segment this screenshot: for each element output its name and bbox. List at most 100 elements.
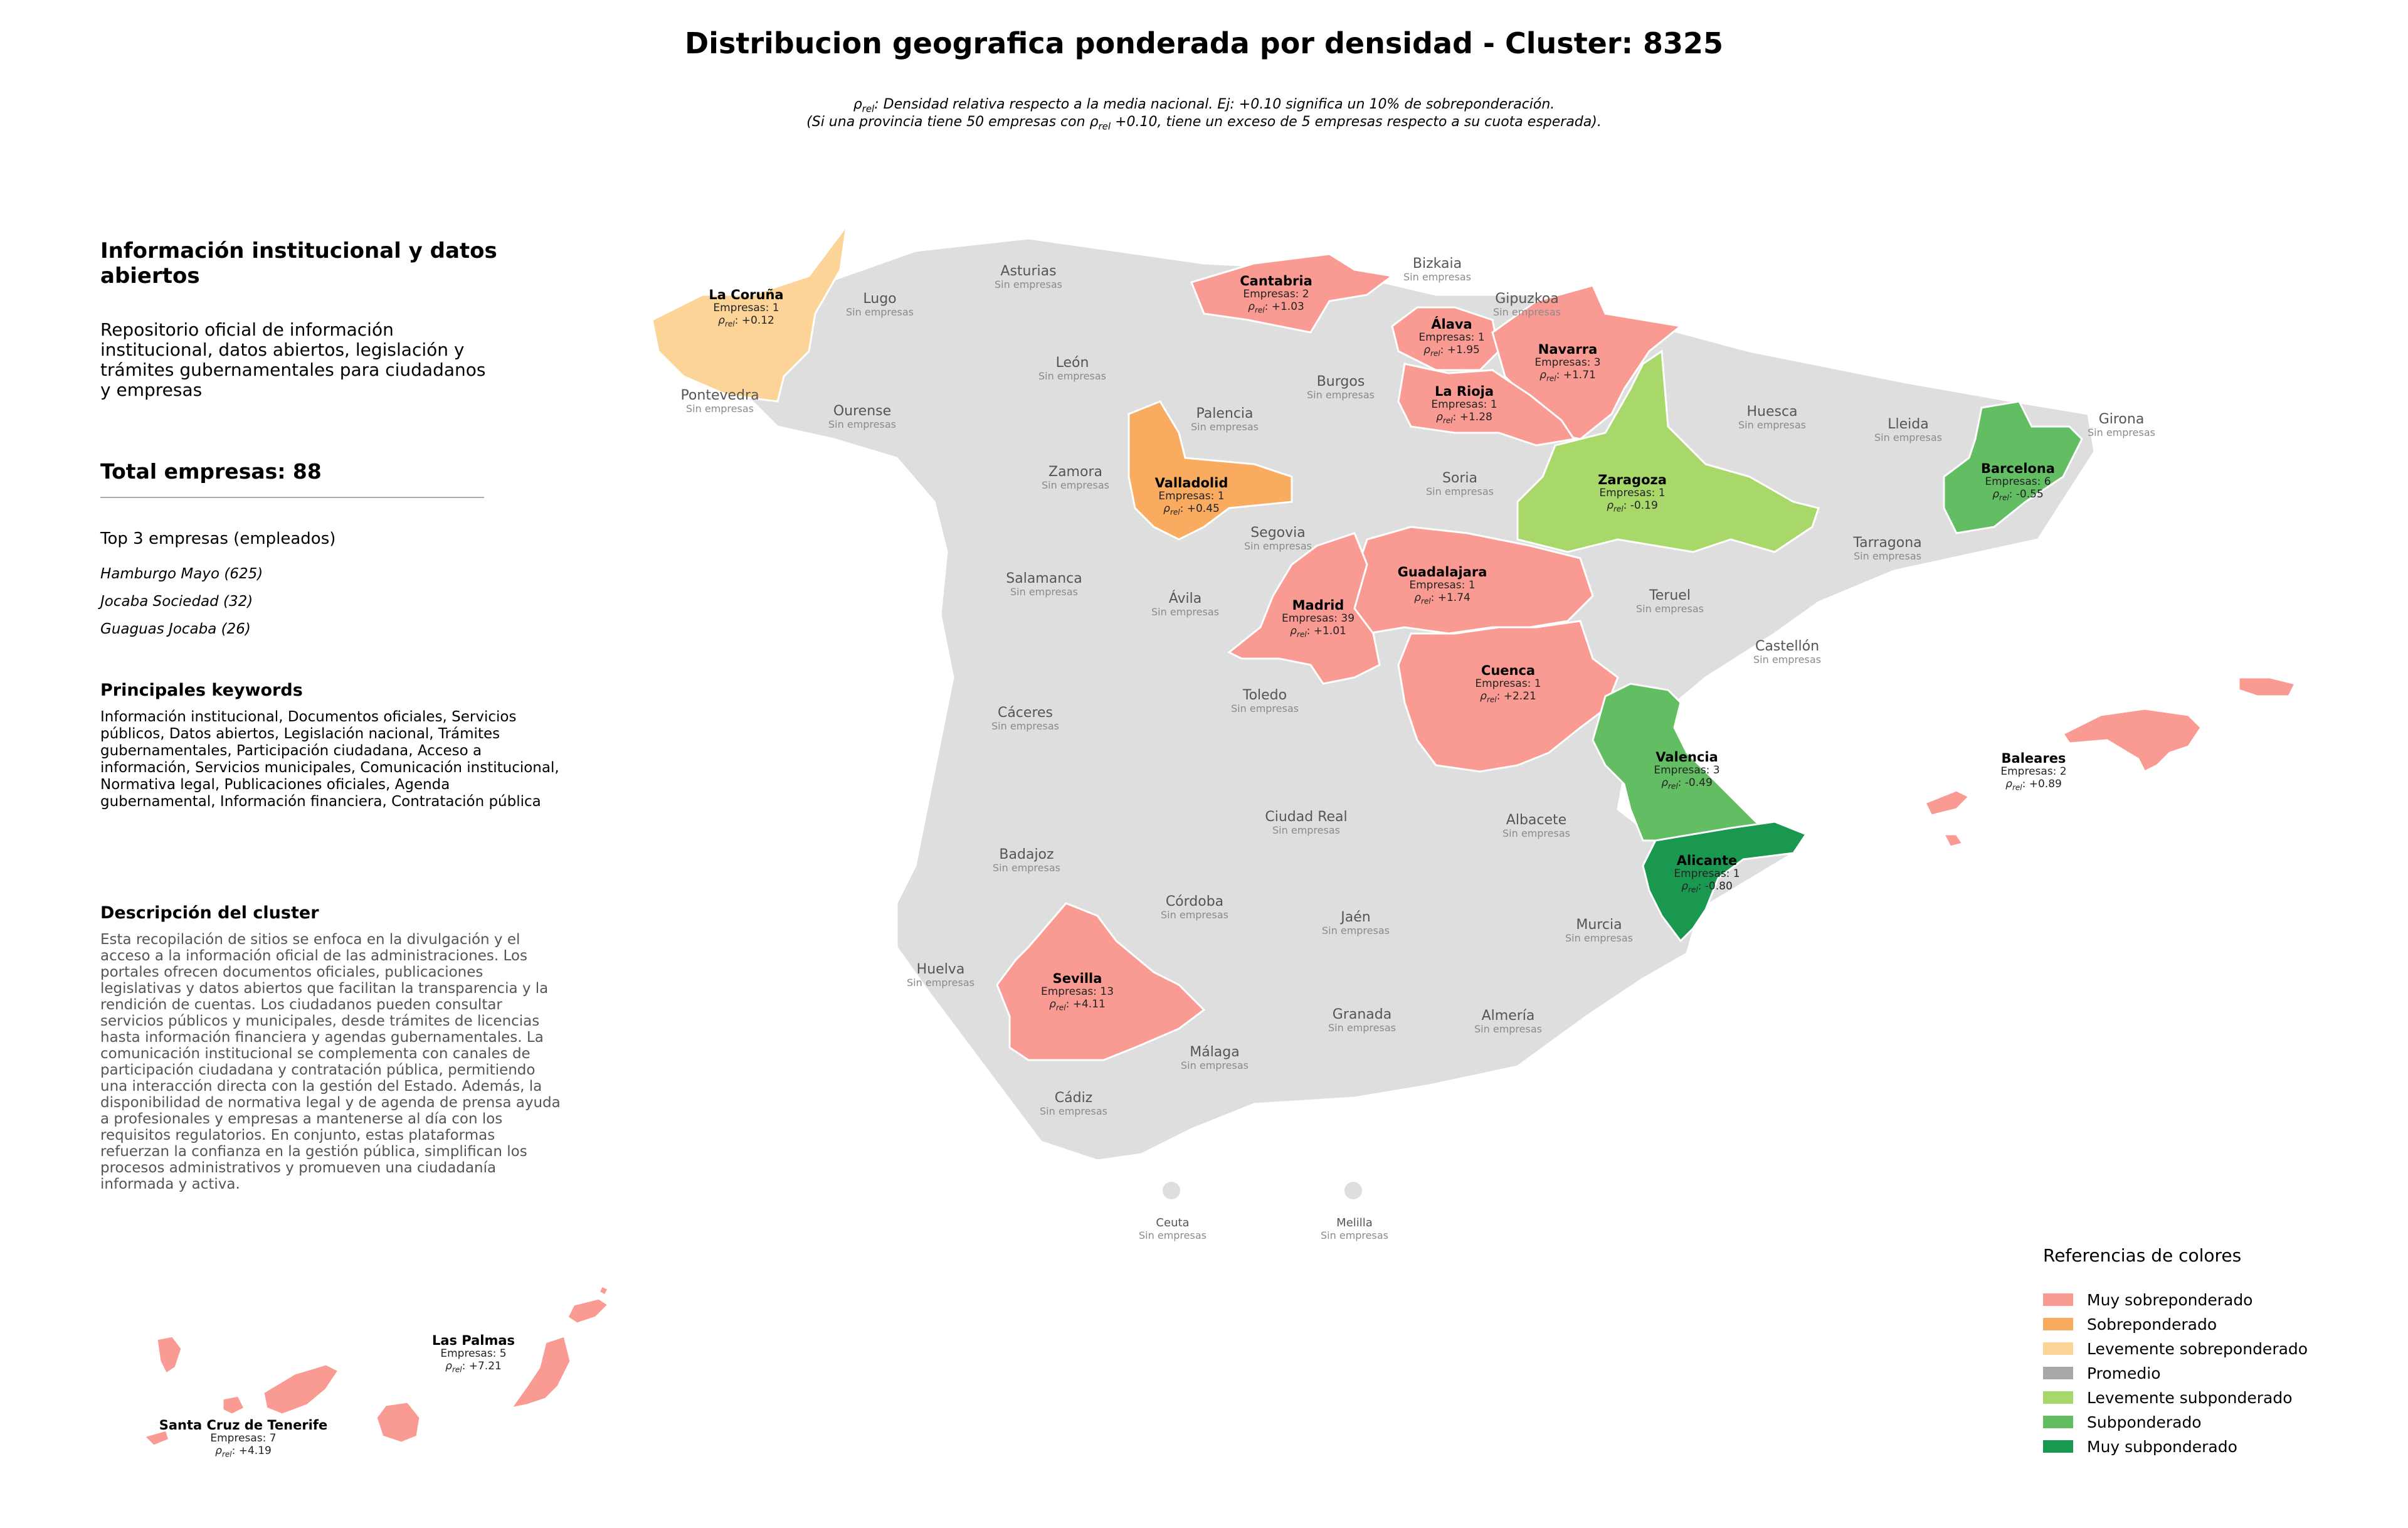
- legend-label: Promedio: [2087, 1364, 2161, 1382]
- province-label-avila: Ávila Sin empresas: [1151, 591, 1219, 618]
- province-label-leon: León Sin empresas: [1038, 355, 1106, 383]
- legend-swatch: [2043, 1318, 2073, 1330]
- legend-item: Levemente sobreponderado: [2043, 1339, 2308, 1358]
- province-label-murcia: Murcia Sin empresas: [1565, 917, 1633, 945]
- province-shape-sevilla: [996, 902, 1206, 1061]
- province-label-melilla: Melilla Sin empresas: [1321, 1216, 1388, 1241]
- province-label-ourense: Ourense Sin empresas: [828, 403, 896, 431]
- province-label-valencia: Valencia Empresas: 3 ρrel: -0.49: [1654, 750, 1720, 791]
- province-shape-madrid: [1227, 532, 1381, 685]
- sidebar-description: Repositorio oficial de información insti…: [100, 319, 486, 400]
- province-label-la-rioja: La Rioja Empresas: 1 ρrel: +1.28: [1431, 384, 1497, 425]
- legend-title: Referencias de colores: [2043, 1245, 2242, 1266]
- legend-item: Muy sobreponderado: [2043, 1290, 2252, 1309]
- legend-item: Muy subponderado: [2043, 1437, 2237, 1456]
- province-shape-cantabria: [1190, 253, 1395, 334]
- top-company-item: Hamburgo Mayo (625): [100, 566, 263, 582]
- province-label-asturias: Asturias Sin empresas: [995, 263, 1062, 291]
- legend-label: Sobreponderado: [2087, 1315, 2217, 1334]
- density-note-line-1: ρrel: Densidad relativa respecto a la me…: [853, 97, 1555, 115]
- top-company-item: Jocaba Sociedad (32): [100, 593, 253, 610]
- province-shape-alicante: [1642, 820, 1808, 943]
- province-label-navarra: Navarra Empresas: 3 ρrel: +1.71: [1534, 342, 1601, 383]
- legend-item: Sobreponderado: [2043, 1315, 2217, 1334]
- province-label-baleares: Baleares Empresas: 2 ρrel: +0.89: [2000, 751, 2067, 792]
- province-label-badajoz: Badajoz Sin empresas: [993, 847, 1060, 874]
- province-shape-la-rioja: [1397, 363, 1576, 447]
- province-shape-baleares-menorca: [2237, 676, 2297, 698]
- legend-label: Muy subponderado: [2087, 1437, 2237, 1456]
- province-label-zaragoza: Zaragoza Empresas: 1 ρrel: -0.19: [1598, 472, 1667, 514]
- province-label-gipuzkoa: Gipuzkoa Sin empresas: [1493, 291, 1561, 319]
- legend-swatch: [2043, 1416, 2073, 1428]
- keywords-text: Información institucional, Documentos of…: [100, 709, 559, 810]
- province-label-huelva: Huelva Sin empresas: [907, 962, 974, 989]
- province-label-cadiz: Cádiz Sin empresas: [1040, 1090, 1107, 1118]
- melilla-dot: [1344, 1182, 1362, 1199]
- province-label-salamanca: Salamanca Sin empresas: [1006, 571, 1082, 598]
- top-company-item: Guaguas Jocaba (26): [100, 621, 251, 637]
- map-title: Distribucion geografica ponderada por de…: [685, 26, 1723, 60]
- province-label-cordoba: Córdoba Sin empresas: [1161, 894, 1228, 921]
- province-label-sevilla: Sevilla Empresas: 13 ρrel: +4.11: [1040, 971, 1114, 1012]
- legend-label: Subponderado: [2087, 1413, 2202, 1431]
- province-label-albacete: Albacete Sin empresas: [1502, 812, 1570, 840]
- legend-item: Subponderado: [2043, 1413, 2202, 1431]
- province-label-tarragona: Tarragona Sin empresas: [1853, 535, 1922, 563]
- province-shape-las-palmas-fuerteventura: [509, 1335, 572, 1410]
- legend-label: Levemente sobreponderado: [2087, 1339, 2308, 1358]
- sidebar-title: Información institucional y datos abiert…: [100, 238, 497, 289]
- province-label-burgos: Burgos Sin empresas: [1307, 374, 1375, 401]
- province-label-jaen: Jaén Sin empresas: [1322, 910, 1390, 937]
- legend-label: Muy sobreponderado: [2087, 1290, 2253, 1309]
- legend-item: Levemente subponderado: [2043, 1388, 2293, 1407]
- province-label-santa-cruz-de-tenerife: Santa Cruz de Tenerife Empresas: 7 ρrel: +…: [159, 1418, 328, 1459]
- province-label-guadalajara: Guadalajara Empresas: 1 ρrel: +1.74: [1397, 565, 1487, 606]
- cluster-description-text: Esta recopilación de sitios se enfoca en…: [100, 931, 561, 1192]
- province-label-cuenca: Cuenca Empresas: 1 ρrel: +2.21: [1475, 663, 1541, 704]
- keywords-title: Principales keywords: [100, 681, 303, 700]
- province-label-barcelona: Barcelona Empresas: 6 ρrel: -0.55: [1981, 461, 2055, 502]
- province-label-valladolid: Valladolid Empresas: 1 ρrel: +0.45: [1154, 475, 1228, 517]
- province-shape-la-palma: [156, 1335, 183, 1376]
- province-label-zamora: Zamora Sin empresas: [1042, 464, 1109, 492]
- divider: [100, 497, 484, 498]
- province-label-caceres: Cáceres Sin empresas: [991, 705, 1059, 733]
- province-label-madrid: Madrid Empresas: 39 ρrel: +1.01: [1281, 598, 1355, 639]
- province-label-toledo: Toledo Sin empresas: [1231, 687, 1299, 715]
- province-label-segovia: Segovia Sin empresas: [1244, 525, 1312, 553]
- legend-swatch: [2043, 1440, 2073, 1453]
- province-label-las-palmas: Las Palmas Empresas: 5 ρrel: +7.21: [431, 1333, 515, 1374]
- legend-item: Promedio: [2043, 1364, 2161, 1382]
- total-companies: Total empresas: 88: [100, 459, 322, 484]
- province-label-la-coruna: La Coruña Empresas: 1 ρrel: +0.12: [709, 287, 784, 329]
- province-shape-baleares-mallorca: [2061, 708, 2202, 773]
- legend-label: Levemente subponderado: [2087, 1388, 2293, 1407]
- ceuta-dot: [1163, 1182, 1180, 1199]
- province-shape-el-hierro: [142, 1429, 171, 1447]
- density-note-line-2: (Si una provincia tiene 50 empresas con …: [806, 114, 1602, 132]
- province-label-ciudad-real: Ciudad Real Sin empresas: [1265, 809, 1348, 837]
- province-label-castellon: Castellón Sin empresas: [1753, 639, 1821, 666]
- province-shape-baleares-ibiza: [1923, 789, 1971, 848]
- province-shape-la-coruna: [651, 225, 848, 403]
- legend-swatch: [2043, 1367, 2073, 1379]
- province-label-teruel: Teruel Sin empresas: [1636, 588, 1704, 615]
- province-label-lugo: Lugo Sin empresas: [846, 291, 914, 319]
- province-label-lleida: Lleida Sin empresas: [1874, 416, 1942, 444]
- legend-swatch: [2043, 1293, 2073, 1306]
- province-label-cantabria: Cantabria Empresas: 2 ρrel: +1.03: [1240, 273, 1312, 315]
- province-label-soria: Soria Sin empresas: [1426, 470, 1494, 498]
- province-shape-las-palmas-lanzarote: [566, 1284, 610, 1325]
- province-shape-cuenca: [1397, 620, 1619, 773]
- province-shape-barcelona: [1943, 400, 2083, 534]
- province-label-pontevedra: Pontevedra Sin empresas: [680, 388, 759, 415]
- province-shape-las-palmas-gran-canaria: [375, 1401, 421, 1444]
- province-label-alava: Álava Empresas: 1 ρrel: +1.95: [1418, 317, 1485, 358]
- province-label-bizkaia: Bizkaia Sin empresas: [1403, 256, 1471, 284]
- province-shape-valladolid: [1127, 400, 1293, 541]
- province-label-granada: Granada Sin empresas: [1328, 1007, 1396, 1034]
- province-label-malaga: Málaga Sin empresas: [1181, 1044, 1249, 1072]
- province-label-palencia: Palencia Sin empresas: [1191, 406, 1259, 433]
- province-shape-zaragoza: [1516, 349, 1820, 553]
